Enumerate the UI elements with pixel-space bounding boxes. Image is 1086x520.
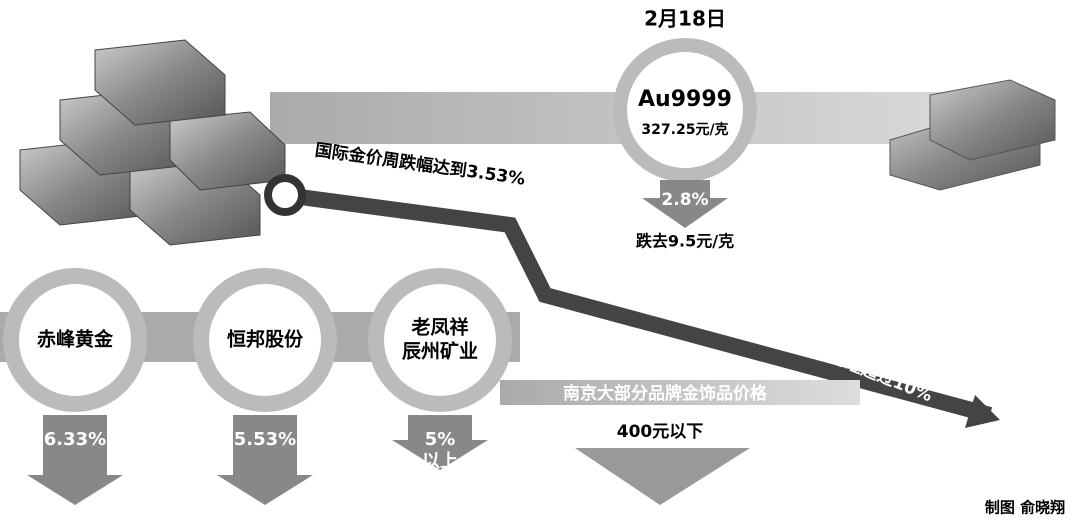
nanjing-label: 南京大部分品牌金饰品价格	[563, 383, 768, 404]
date: 2月18日	[644, 7, 726, 31]
gold-bars	[20, 40, 285, 245]
infographic: 国际金价周跌幅达到3.53% 近四个月来总体跌幅已经超过10% 2月18日 Au…	[0, 0, 1086, 520]
trend-start	[268, 178, 302, 212]
stock-name: 恒邦股份	[227, 328, 304, 351]
au-drop-amount: 跌去9.5元/克	[636, 232, 734, 251]
nanjing-value: 400元以下	[617, 422, 704, 442]
au-drop: 2.8%	[661, 190, 708, 210]
stock-drop: 5.53%	[234, 429, 296, 450]
credit: 制图 俞晓翔	[985, 499, 1065, 517]
stock-name: 辰州矿业	[402, 340, 478, 363]
nanjing-arrow	[575, 448, 750, 505]
stock-drop: 6.33%	[44, 429, 106, 450]
au-price: 327.25元/克	[641, 121, 728, 138]
stock-drop: 以上	[422, 451, 458, 472]
stock-name: 老凤祥	[411, 316, 468, 339]
stock-name: 赤峰黄金	[37, 328, 114, 351]
trend-arrow	[965, 395, 1000, 428]
weekly-annotation: 国际金价周跌幅达到3.53%	[314, 139, 527, 189]
au-name: Au9999	[638, 87, 732, 112]
stock-drop: 5%	[425, 429, 456, 450]
